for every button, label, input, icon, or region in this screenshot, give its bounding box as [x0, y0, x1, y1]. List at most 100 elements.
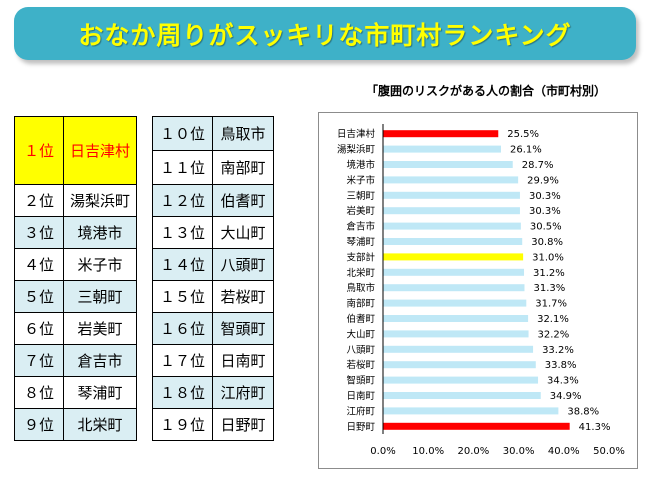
rank-municipality: 境港市	[63, 216, 137, 249]
title-banner: おなか周りがスッキリな市町村ランキング	[14, 7, 636, 60]
data-label: 30.5%	[530, 222, 562, 233]
x-tick-label: 50.0%	[593, 446, 625, 457]
category-label: 智頭町	[346, 375, 375, 387]
category-label: 北栄町	[346, 267, 375, 279]
rank-municipality: 三朝町	[63, 280, 137, 313]
rank-municipality: 若桜町	[212, 280, 274, 313]
ranking-row: １７位 日南町	[152, 344, 274, 377]
data-label: 31.7%	[535, 299, 567, 310]
data-label: 33.2%	[542, 345, 574, 356]
rank-municipality: 米子市	[63, 248, 137, 281]
ranking-row: ８位 琴浦町	[14, 376, 137, 409]
bar-17	[383, 392, 541, 399]
rank-municipality: 江府町	[212, 376, 274, 409]
rank-position: １８位	[152, 376, 213, 409]
category-label: 南部町	[346, 298, 375, 310]
rank-municipality: 南部町	[212, 150, 274, 185]
category-label: 日野町	[346, 422, 375, 433]
ranking-row: ４位 米子市	[14, 248, 137, 281]
rank-position: ３位	[14, 216, 64, 249]
bar-15	[383, 361, 536, 369]
data-label: 29.9%	[527, 175, 559, 186]
data-label: 32.1%	[537, 314, 569, 325]
rank-position: ６位	[14, 312, 64, 345]
rank-position: １４位	[152, 248, 213, 281]
category-label: 倉吉市	[346, 221, 375, 233]
bar-5	[383, 207, 520, 215]
ranking-row: １９位 日野町	[152, 408, 274, 441]
data-label: 31.3%	[533, 283, 565, 294]
category-label: 三朝町	[346, 191, 375, 202]
category-label: 日吉津村	[337, 128, 376, 140]
category-label: 岩美町	[346, 205, 375, 217]
data-label: 30.3%	[529, 206, 561, 217]
ranking-row: １３位 大山町	[152, 216, 274, 249]
data-label: 30.3%	[529, 191, 561, 202]
bar-1	[383, 145, 501, 153]
x-tick-label: 30.0%	[503, 446, 535, 457]
x-tick-label: 0.0%	[370, 446, 395, 457]
bar-9	[383, 268, 525, 276]
category-label: 支部計	[346, 251, 375, 263]
rank-municipality: 日南町	[212, 344, 274, 377]
rank-position: ４位	[14, 248, 64, 281]
ranking-row: １０位 鳥取市	[152, 116, 274, 151]
ranking-row: ５位 三朝町	[14, 280, 137, 313]
rank-municipality: 日吉津村	[63, 116, 137, 185]
bar-3	[383, 176, 519, 184]
bar-4	[383, 191, 520, 199]
bar-11	[383, 299, 527, 307]
rank-municipality: 智頭町	[212, 312, 274, 345]
x-tick-label: 40.0%	[548, 446, 580, 457]
bar-16	[383, 376, 539, 384]
rank-municipality: 伯耆町	[212, 184, 274, 217]
rank-position: １９位	[152, 408, 213, 441]
rank-position: ９位	[14, 408, 64, 441]
rank-municipality: 大山町	[212, 216, 274, 249]
rank-municipality: 日野町	[212, 408, 274, 441]
bar-10	[383, 284, 525, 292]
bar-2	[383, 161, 513, 168]
ranking-row: １５位 若桜町	[152, 280, 274, 313]
ranking-row: １８位 江府町	[152, 376, 274, 409]
data-label: 34.3%	[547, 376, 579, 387]
ranking-row: ６位 岩美町	[14, 312, 137, 345]
category-label: 江府町	[346, 405, 375, 417]
bar-8	[383, 253, 524, 261]
category-label: 境港市	[346, 159, 375, 171]
bar-18	[383, 407, 559, 415]
bar-chart: 日吉津村 25.5% 湯梨浜町 26.1% 境港市 28.7% 米子市 29.9% 三朝町 30.…	[337, 124, 625, 457]
bar-14	[383, 345, 534, 353]
banner-title: おなか周りがスッキリな市町村ランキング	[78, 20, 572, 50]
data-label: 26.1%	[510, 145, 542, 156]
data-label: 38.8%	[567, 406, 599, 417]
rank-position: １５位	[152, 280, 213, 313]
data-label: 31.0%	[532, 252, 564, 263]
data-label: 30.8%	[531, 237, 563, 248]
rank-municipality: 湯梨浜町	[63, 184, 137, 217]
bar-6	[383, 222, 521, 230]
chart-frame: 日吉津村 25.5% 湯梨浜町 26.1% 境港市 28.7% 米子市 29.9% 三朝町 30.…	[318, 112, 638, 469]
category-label: 大山町	[346, 328, 375, 340]
ranking-row: １２位 伯耆町	[152, 184, 274, 217]
rank-position: ７位	[14, 344, 64, 377]
data-label: 25.5%	[507, 129, 539, 140]
chart-title: 「腹囲のリスクがある人の割合（市町村別）	[366, 84, 607, 98]
rank-municipality: 八頭町	[212, 248, 274, 281]
x-tick-label: 20.0%	[458, 446, 490, 457]
bar-12	[383, 315, 529, 322]
data-label: 28.7%	[522, 160, 554, 171]
category-label: 湯梨浜町	[337, 144, 376, 156]
rank-municipality: 北栄町	[63, 408, 137, 441]
rank-position: １位	[14, 116, 64, 185]
ranking-row: ３位 境港市	[14, 216, 137, 249]
bar-7	[383, 238, 523, 245]
category-label: 伯耆町	[346, 313, 375, 325]
rank-position: １３位	[152, 216, 213, 249]
rank-position: １１位	[152, 150, 213, 185]
category-label: 琴浦町	[346, 236, 375, 248]
ranking-table-right: １０位 鳥取市 １１位 南部町 １２位 伯耆町 １３位 大山町 １４位 八頭町 １５位 若桜町 １６位智…	[152, 116, 274, 441]
rank-municipality: 岩美町	[63, 312, 137, 345]
ranking-row: ２位 湯梨浜町	[14, 184, 137, 217]
ranking-row: １４位 八頭町	[152, 248, 274, 281]
